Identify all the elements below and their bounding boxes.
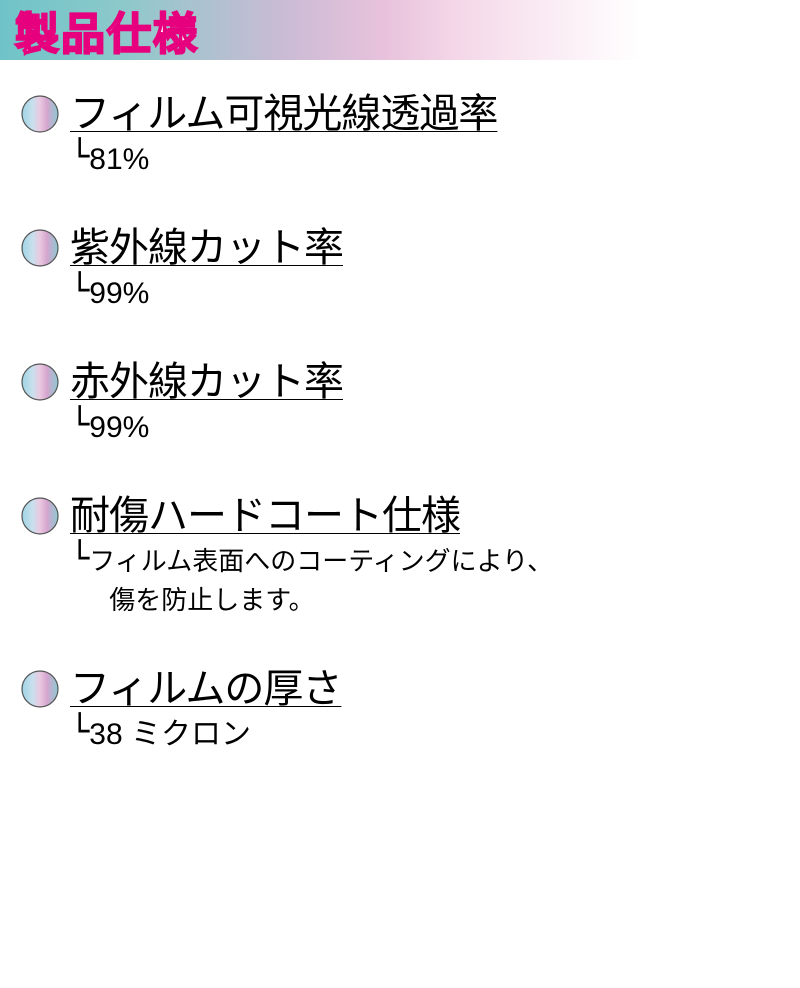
corner-mark-icon: └ (70, 408, 89, 440)
spec-value: 99% (89, 274, 149, 313)
spec-label: フィルムの厚さ (70, 665, 780, 713)
bullet-circle-icon (20, 362, 60, 402)
spec-value: 81% (89, 140, 149, 179)
spec-value-row: └フィルム表面へのコーティングにより、傷を防止します。 (70, 542, 780, 620)
spec-value-line2: 傷を防止します。 (89, 581, 553, 620)
spec-content: 赤外線カット率└99% (70, 358, 780, 447)
spec-value-row: └81% (70, 140, 780, 179)
corner-mark-icon: └ (70, 715, 89, 747)
spec-value-row: └99% (70, 408, 780, 447)
bullet-circle-icon (20, 496, 60, 536)
spec-content: 耐傷ハードコート仕様└フィルム表面へのコーティングにより、傷を防止します。 (70, 492, 780, 620)
spec-label: 紫外線カット率 (70, 224, 780, 272)
bullet-circle-icon (20, 669, 60, 709)
spec-item: フィルムの厚さ└38 ミクロン (20, 665, 780, 754)
spec-item: 紫外線カット率└99% (20, 224, 780, 313)
spec-list: フィルム可視光線透過率└81%紫外線カット率└99%赤外線カット率└99%耐傷ハ… (0, 60, 800, 754)
spec-item: 赤外線カット率└99% (20, 358, 780, 447)
spec-value-line1: フィルム表面へのコーティングにより、 (89, 546, 553, 576)
spec-content: フィルムの厚さ└38 ミクロン (70, 665, 780, 754)
page-title: 製品仕様 (15, 0, 199, 62)
header-band: 製品仕様 (0, 0, 800, 60)
bullet-circle-icon (20, 228, 60, 268)
spec-item: フィルム可視光線透過率└81% (20, 90, 780, 179)
spec-label: 耐傷ハードコート仕様 (70, 492, 780, 540)
spec-value-row: └99% (70, 274, 780, 313)
spec-label: フィルム可視光線透過率 (70, 90, 780, 138)
bullet-circle-icon (20, 94, 60, 134)
spec-content: フィルム可視光線透過率└81% (70, 90, 780, 179)
spec-value: 99% (89, 408, 149, 447)
corner-mark-icon: └ (70, 140, 89, 172)
spec-value-row: └38 ミクロン (70, 715, 780, 754)
spec-value: 38 ミクロン (89, 715, 251, 754)
corner-mark-icon: └ (70, 542, 89, 574)
corner-mark-icon: └ (70, 274, 89, 306)
spec-label: 赤外線カット率 (70, 358, 780, 406)
spec-item: 耐傷ハードコート仕様└フィルム表面へのコーティングにより、傷を防止します。 (20, 492, 780, 620)
spec-content: 紫外線カット率└99% (70, 224, 780, 313)
spec-value: フィルム表面へのコーティングにより、傷を防止します。 (89, 542, 553, 620)
